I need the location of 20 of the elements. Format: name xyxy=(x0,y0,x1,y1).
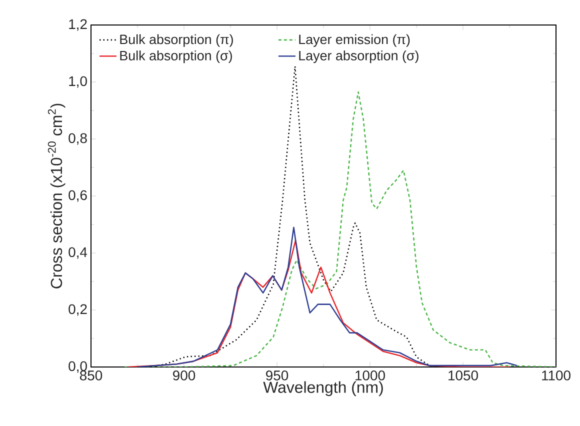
legend-label: Layer emission (π) xyxy=(299,34,410,47)
y-tick-label: 0,0 xyxy=(68,361,87,373)
x-tick-label: 1050 xyxy=(448,370,478,380)
legend-label: Bulk absorption (σ) xyxy=(120,50,232,64)
legend-label: Bulk absorption (π) xyxy=(120,34,233,47)
line-series xyxy=(124,91,556,367)
y-tick-label: 0,2 xyxy=(68,304,87,316)
legend-label: Layer absorption (σ) xyxy=(299,50,418,64)
x-tick-label: 900 xyxy=(173,370,196,380)
x-tick-label: 1000 xyxy=(356,370,385,380)
x-tick-label: 950 xyxy=(266,370,288,380)
y-tick-label: 1,0 xyxy=(69,76,87,88)
y-tick-label: 1,2 xyxy=(69,19,87,31)
y-axis-title: Cross section (x10$^{-20}$ cm$^{2}$) xyxy=(48,104,66,288)
x-axis-title: Wavelength (nm) xyxy=(263,381,383,396)
y-tick-label: 0,6 xyxy=(68,190,87,202)
x-tick-label: 850 xyxy=(80,370,102,380)
y-tick-label: 0,4 xyxy=(68,247,88,259)
y-tick-label: 0,8 xyxy=(68,133,87,145)
x-tick-label: 1100 xyxy=(542,370,570,380)
